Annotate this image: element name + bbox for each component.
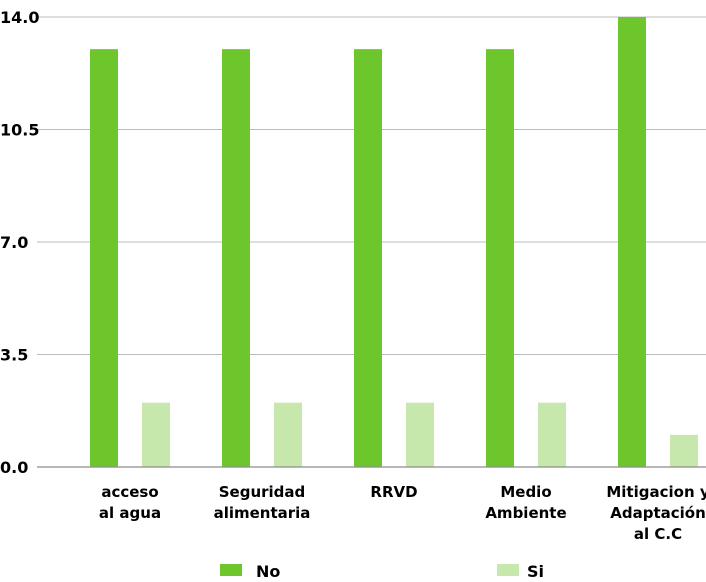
legend: No Si bbox=[220, 562, 544, 581]
x-tick-label-2: RRVD bbox=[370, 483, 417, 501]
x-tick-label-1: Seguridad alimentaria bbox=[214, 483, 311, 522]
x-tick-label-4: Mitigacion y Adaptación al C.C bbox=[606, 483, 706, 543]
bar-si-0 bbox=[142, 402, 170, 467]
bar-no-2 bbox=[354, 49, 382, 468]
bar-si-1 bbox=[274, 402, 302, 467]
y-tick-label-3: 10.5 bbox=[0, 121, 39, 140]
legend-swatch-no bbox=[220, 564, 242, 576]
legend-swatch-si bbox=[497, 564, 519, 576]
bars bbox=[90, 17, 698, 468]
bar-no-0 bbox=[90, 49, 118, 468]
y-axis: 0.0 3.5 7.0 10.5 14.0 bbox=[0, 8, 39, 477]
y-tick-label-1: 3.5 bbox=[0, 346, 28, 365]
y-tick-label-4: 14.0 bbox=[0, 8, 39, 27]
x-tick-label-0: acceso al agua bbox=[99, 483, 161, 522]
legend-label-si: Si bbox=[527, 562, 544, 581]
x-tick-label-3: Medio Ambiente bbox=[485, 483, 566, 522]
y-tick-label-2: 7.0 bbox=[0, 233, 28, 252]
bar-no-1 bbox=[222, 49, 250, 468]
bar-no-3 bbox=[486, 49, 514, 468]
bar-no-4 bbox=[618, 17, 646, 467]
y-tick-label-0: 0.0 bbox=[0, 458, 28, 477]
bar-si-4 bbox=[670, 434, 698, 467]
legend-label-no: No bbox=[256, 562, 280, 581]
bar-si-3 bbox=[538, 402, 566, 467]
bar-si-2 bbox=[406, 402, 434, 467]
x-axis: acceso al agua Seguridad alimentaria RRVD Med… bbox=[37, 466, 706, 543]
